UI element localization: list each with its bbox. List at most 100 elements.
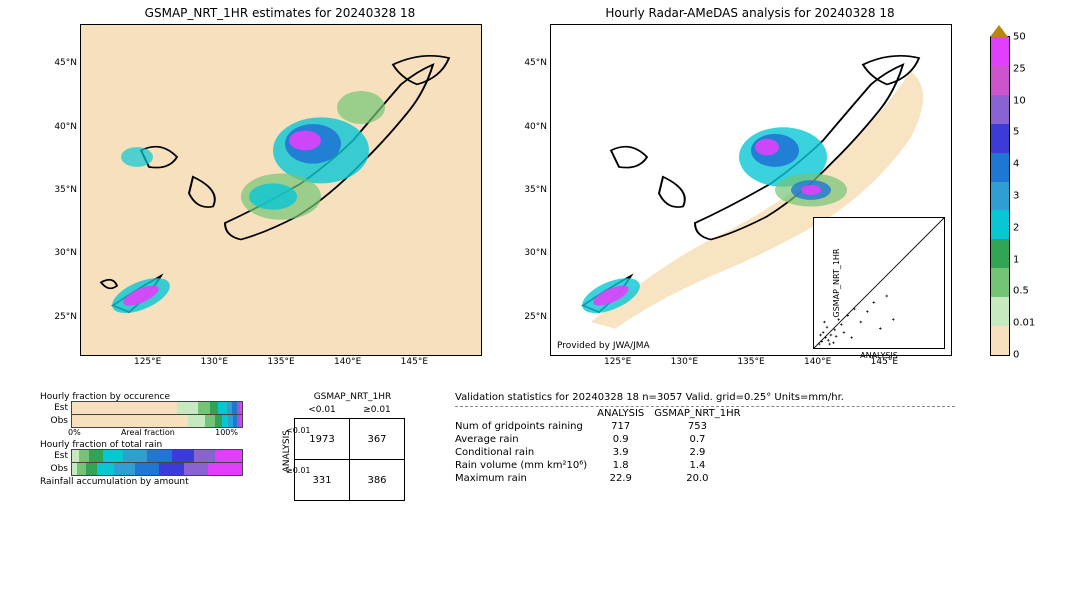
val-row-v1: 0.9: [597, 433, 654, 446]
y-tick: 45°N: [524, 58, 551, 68]
bar-row: Est: [40, 450, 250, 462]
bar-label: Obs: [40, 464, 71, 474]
inset-scatter: ANALYSIS GSMAP_NRT_1HR: [813, 217, 945, 349]
left-map-title: GSMAP_NRT_1HR estimates for 20240328 18: [80, 6, 480, 20]
val-col1: ANALYSIS: [597, 407, 654, 420]
colorbar-seg: [991, 37, 1009, 66]
bar-seg: [79, 450, 89, 462]
cont-cell-00: 1973: [295, 419, 350, 460]
bar-seg: [184, 463, 208, 475]
colorbar-seg: [991, 66, 1009, 95]
bar-row: Obs: [40, 463, 250, 475]
colorbar-label: 0.01: [1013, 318, 1035, 329]
y-tick: 40°N: [524, 122, 551, 132]
bar-seg: [72, 450, 79, 462]
bar-seg: [86, 463, 98, 475]
dash-divider-1: [455, 406, 955, 407]
y-tick: 25°N: [54, 312, 81, 322]
right-map: Provided by JWA/JMA ANALYSIS GSMAP_NRT_1…: [550, 24, 952, 356]
bar-seg: [215, 415, 222, 427]
provided-by: Provided by JWA/JMA: [557, 341, 650, 351]
colorbar-seg: [991, 153, 1009, 182]
bar-seg: [72, 402, 177, 414]
cont-col-h2: ≥0.01: [350, 402, 405, 419]
val-row-v2: 0.7: [654, 433, 750, 446]
x-tick: 135°E: [737, 355, 764, 367]
y-tick: 30°N: [524, 248, 551, 258]
hf-title-3: Rainfall accumulation by amount: [40, 477, 250, 487]
bar-label: Obs: [40, 416, 71, 426]
y-tick: 35°N: [54, 185, 81, 195]
y-tick: 30°N: [54, 248, 81, 258]
bar-seg: [114, 463, 134, 475]
colorbar-seg: [991, 239, 1009, 268]
y-tick: 25°N: [524, 312, 551, 322]
colorbar-seg: [991, 95, 1009, 124]
bar-seg: [159, 463, 185, 475]
hf-axis-left: 0%: [68, 428, 81, 437]
bar-seg: [177, 402, 197, 414]
bar-seg: [208, 463, 242, 475]
bar-seg: [188, 415, 205, 427]
bar-row: Obs: [40, 415, 250, 427]
x-tick: 125°E: [134, 355, 161, 367]
validation-panel: Validation statistics for 20240328 18 n=…: [455, 392, 1055, 485]
bar-seg: [205, 415, 215, 427]
validation-title: Validation statistics for 20240328 18 n=…: [455, 392, 1055, 403]
bar-track: [71, 449, 243, 463]
colorbar-label: 10: [1013, 95, 1026, 106]
colorbar-seg: [991, 210, 1009, 239]
contingency-table: GSMAP_NRT_1HR ANALYSIS <0.01 ≥0.01 1973 …: [280, 392, 405, 501]
val-row-label: Average rain: [455, 433, 597, 446]
colorbar-seg: [991, 124, 1009, 153]
val-row-label: Conditional rain: [455, 446, 597, 459]
colorbar-seg: [991, 182, 1009, 211]
bar-seg: [222, 415, 229, 427]
x-tick: 145°E: [871, 355, 898, 367]
bar-seg: [215, 450, 242, 462]
bar-seg: [240, 402, 242, 414]
bar-seg: [218, 402, 227, 414]
bar-seg: [97, 463, 114, 475]
colorbar-label: 1: [1013, 254, 1019, 265]
colorbar-label: 4: [1013, 159, 1019, 170]
colorbar-label: 50: [1013, 32, 1026, 43]
x-tick: 130°E: [201, 355, 228, 367]
bar-seg: [89, 450, 103, 462]
val-col2: GSMAP_NRT_1HR: [654, 407, 750, 420]
x-tick: 125°E: [604, 355, 631, 367]
bar-seg: [135, 463, 159, 475]
right-map-title: Hourly Radar-AMeDAS analysis for 2024032…: [550, 6, 950, 20]
bar-seg: [103, 450, 123, 462]
left-map: 125°E130°E135°E140°E145°E25°N30°N35°N40°…: [80, 24, 482, 356]
bar-seg: [72, 415, 188, 427]
bar-track: [71, 462, 243, 476]
fraction-panel: Hourly fraction by occurence EstObs 0% A…: [40, 392, 250, 487]
cont-cell-11: 386: [350, 460, 405, 501]
val-row-label: Maximum rain: [455, 472, 597, 485]
x-tick: 140°E: [334, 355, 361, 367]
val-row-v2: 2.9: [654, 446, 750, 459]
colorbar-seg: [991, 297, 1009, 326]
hf-axis-right: 100%: [215, 428, 238, 437]
bar-seg: [147, 450, 173, 462]
bar-label: Est: [40, 451, 71, 461]
cont-col-h1: <0.01: [295, 402, 350, 419]
bar-seg: [123, 450, 147, 462]
y-tick: 35°N: [524, 185, 551, 195]
val-row-label: Rain volume (mm km²10⁶): [455, 459, 597, 472]
bar-seg: [198, 402, 210, 414]
bar-seg: [172, 450, 194, 462]
val-row-label: Num of gridpoints raining: [455, 420, 597, 433]
x-tick: 135°E: [267, 355, 294, 367]
x-tick: 145°E: [401, 355, 428, 367]
colorbar: 00.010.512345102550: [990, 36, 1010, 356]
hf-axis-mid: Areal fraction: [121, 428, 175, 437]
colorbar-label: 2: [1013, 222, 1019, 233]
inset-ylabel: GSMAP_NRT_1HR: [832, 249, 841, 318]
cont-row-h1: <0.01: [286, 426, 311, 435]
cont-row-h2: ≥0.01: [286, 466, 311, 475]
bar-track: [71, 414, 243, 428]
cont-col-title: GSMAP_NRT_1HR: [300, 392, 405, 402]
y-tick: 40°N: [54, 122, 81, 132]
